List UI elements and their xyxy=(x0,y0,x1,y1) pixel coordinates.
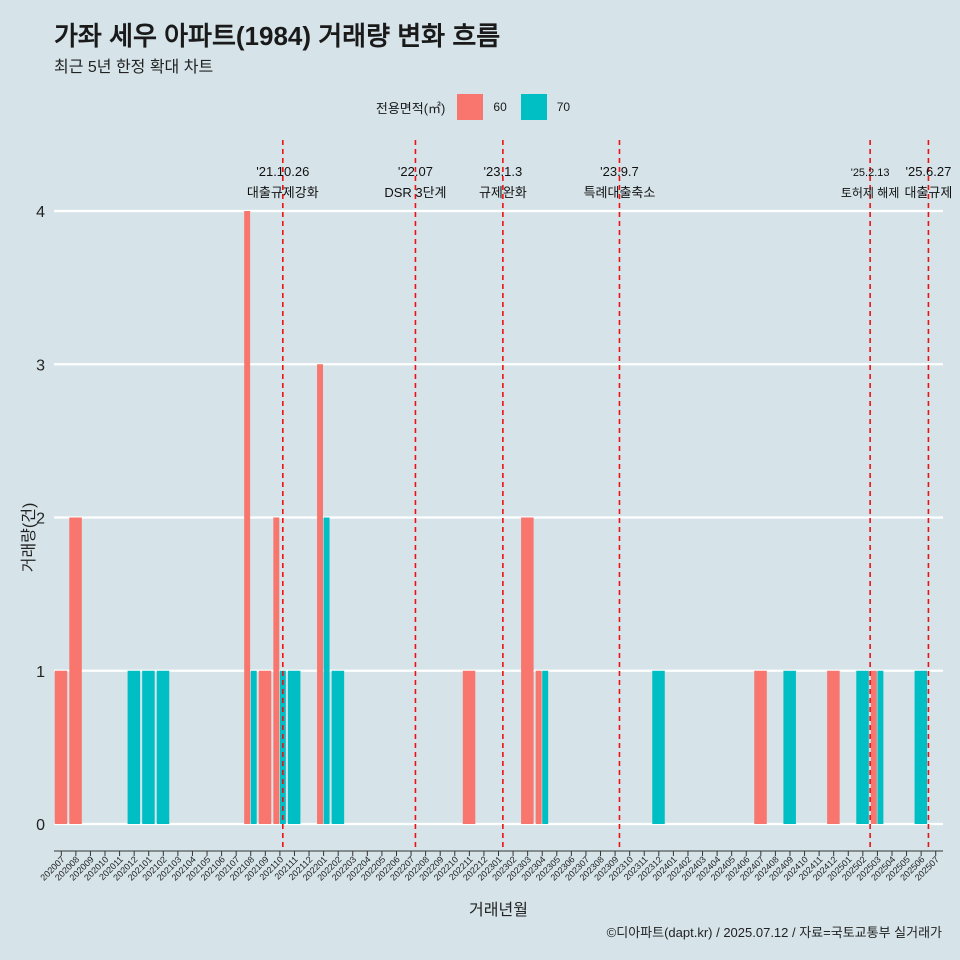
bar-70-202101 xyxy=(142,670,155,824)
y-tick-label: 4 xyxy=(36,204,45,221)
bar-60-202304 xyxy=(535,670,542,824)
bar-60-202211 xyxy=(462,670,476,824)
legend-item-70: 70 xyxy=(520,94,571,120)
y-tick-label: 1 xyxy=(36,664,45,681)
bar-70-202312 xyxy=(652,670,665,824)
legend: 전용면적(㎡) 60 70 xyxy=(0,94,960,120)
bar-70-202012 xyxy=(127,670,141,824)
legend-label-70: 70 xyxy=(556,100,571,114)
event-label: 특례대출축소 xyxy=(584,185,656,200)
event-label: 토허제 해제 xyxy=(841,186,900,200)
bar-60-202108 xyxy=(244,211,251,824)
legend-title: 전용면적(㎡) xyxy=(375,100,446,116)
bar-70-202503 xyxy=(877,670,884,824)
bar-70-202502 xyxy=(856,670,869,824)
bar-70-202111 xyxy=(287,670,301,824)
bar-70-202201 xyxy=(323,517,330,824)
bar-70-202108 xyxy=(250,670,257,824)
legend-swatch-70 xyxy=(520,94,547,120)
y-axis-title: 거래량(건) xyxy=(20,503,38,573)
chart-subtitle: 최근 5년 한정 확대 차트 xyxy=(54,59,214,76)
event-date: '23.1.3 xyxy=(484,164,523,179)
y-tick-label: 0 xyxy=(36,817,45,834)
bar-60-202503 xyxy=(870,670,877,824)
source-caption: ©디아파트(dapt.kr) / 2025.07.12 / 자료=국토교통부 실… xyxy=(606,925,942,940)
y-tick-label: 2 xyxy=(36,511,45,528)
event-date: '23.9.7 xyxy=(600,164,639,179)
event-date: '22.07 xyxy=(398,164,433,179)
bar-60-202201 xyxy=(317,364,324,824)
event-label: DSR 3단계 xyxy=(384,185,446,200)
bar-70-202202 xyxy=(331,670,345,824)
event-date: '25.2.13 xyxy=(851,167,890,179)
bar-60-202407 xyxy=(754,670,767,824)
legend-item-60: 60 xyxy=(457,94,507,120)
bar-70-202409 xyxy=(783,670,796,824)
event-label: 규제완화 xyxy=(479,185,527,200)
legend-label-60: 60 xyxy=(493,100,507,114)
event-label: 대출규제강화 xyxy=(247,185,319,200)
bar-60-202303 xyxy=(521,517,534,824)
bar-70-202102 xyxy=(156,670,170,824)
bar-60-202412 xyxy=(827,670,840,824)
bar-60-202008 xyxy=(69,517,82,824)
chart-title: 가좌 세우 아파트(1984) 거래량 변화 흐름 xyxy=(54,21,501,51)
x-axis-title: 거래년월 xyxy=(469,901,528,919)
bar-60-202110 xyxy=(273,517,280,824)
y-tick-label: 3 xyxy=(36,357,45,374)
legend-swatch-60 xyxy=(457,94,484,120)
bar-60-202007 xyxy=(54,670,68,824)
event-date: '25.6.27 xyxy=(905,164,951,179)
bar-70-202506 xyxy=(914,670,928,824)
event-label: 대출규제 xyxy=(905,185,953,200)
bar-60-202109 xyxy=(258,670,272,824)
event-date: '21.10.26 xyxy=(256,164,309,179)
bar-70-202304 xyxy=(542,670,549,824)
